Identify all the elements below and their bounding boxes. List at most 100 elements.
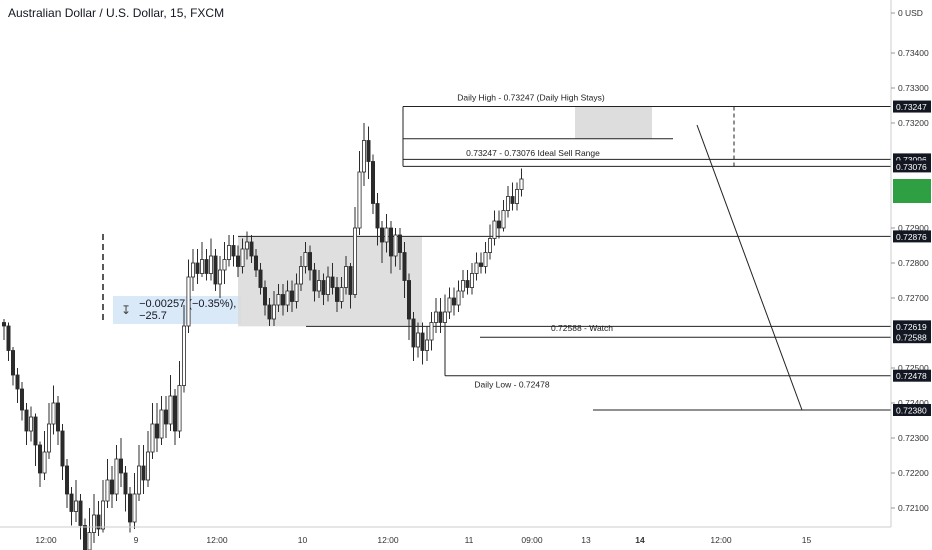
candle-body [406,280,411,320]
x-tick-label: 12:00 [35,535,57,545]
x-tick-label: 09:00 [521,535,543,545]
price-label: 0.72478 [896,371,927,381]
candle-body [312,269,317,292]
candle-body [74,500,79,512]
candle-body [181,325,186,386]
candle-body [168,395,173,425]
candle-body [177,385,182,432]
candle-body [42,451,47,474]
candle-body [384,227,389,243]
candle-body [190,262,195,278]
candle-body [78,500,83,526]
candle-body [510,196,515,204]
candle-body [501,210,506,229]
candle-body [105,479,110,502]
y-tick-label: 0.72900 [898,223,929,233]
price-label: 0.73076 [896,162,927,172]
candle-body [150,423,155,453]
candle-body [366,140,371,162]
candle-body [15,374,20,390]
candle-body [429,322,434,341]
candle-body [285,290,290,306]
sell-zone-box [575,106,652,139]
candle-body [505,196,510,211]
candle-body [307,252,312,271]
candle-body [447,297,452,313]
candle-body [294,283,299,302]
candle-body [199,259,204,274]
candle-body [325,276,330,295]
candle-body [172,395,177,432]
candle-body [195,262,200,274]
y-tick-label: 0.72100 [898,503,929,513]
price-label: 0.72380 [896,406,927,416]
candle-body [433,311,438,323]
y-tick-label: 0.73400 [898,48,929,58]
y-tick-label: 0.73300 [898,83,929,93]
ruler-icon: ↧ [121,303,132,317]
y-tick-label: 0.72800 [898,258,929,268]
candle-body [136,465,141,495]
y-tick-label: 0.72400 [898,398,929,408]
candle-body [2,322,7,327]
x-tick-label: 10 [298,535,308,545]
annotation-text: Daily High - 0.73247 (Daily High Stays) [457,93,605,103]
candle-body [352,227,357,295]
x-tick-label: 9 [134,535,139,545]
candle-body [411,318,416,348]
candle-body [65,465,70,495]
currency-label: USD [905,8,923,18]
candle-body [271,304,276,320]
price-label-bg [893,404,931,416]
candle-body [253,255,258,271]
candle-body [442,311,447,323]
candle-body [303,252,308,267]
candle-body [397,234,402,253]
candle-body [119,458,124,474]
price-label-bg [893,160,931,173]
candle-body [114,458,119,495]
candle-body [339,287,344,302]
candle-body [24,409,29,432]
price-label: 0.72588 [896,333,927,343]
candle-body [186,276,191,327]
candle-body [370,161,375,204]
candle-body [298,266,303,285]
x-tick-label: 13 [581,535,591,545]
annotation-text: 0.72588 - Watch [551,323,613,333]
candle-body [460,280,465,292]
candle-body [469,273,474,288]
candle-body [415,332,420,348]
price-label-bg [893,331,931,344]
candle-body [321,280,326,295]
price-label: 0.72619 [896,322,927,332]
candle-body [348,266,353,295]
price-label-bg [893,230,931,243]
candle-body [145,451,150,481]
candle-body [334,287,339,302]
candle-body [343,266,348,288]
candle-body [123,472,128,495]
candle-body [6,325,11,351]
price-label: 0.73096 [896,155,927,165]
candle-body [38,444,43,474]
candle-body [235,255,240,267]
candle-body [492,220,497,239]
candle-body [249,241,254,257]
candle-body [424,339,429,351]
candle-body [478,262,483,267]
candle-body [487,238,492,253]
candle-body [330,276,335,288]
candle-body [240,248,245,267]
candle-body [456,290,461,306]
price-label-bg [893,369,931,382]
candle-body [56,402,61,432]
candle-body [258,269,263,288]
candle-body [222,259,227,271]
candle-body [110,479,115,495]
candle-body [496,220,501,229]
candle-body [19,388,24,411]
price-label: 0.72876 [896,232,927,242]
candle-body [226,245,231,260]
